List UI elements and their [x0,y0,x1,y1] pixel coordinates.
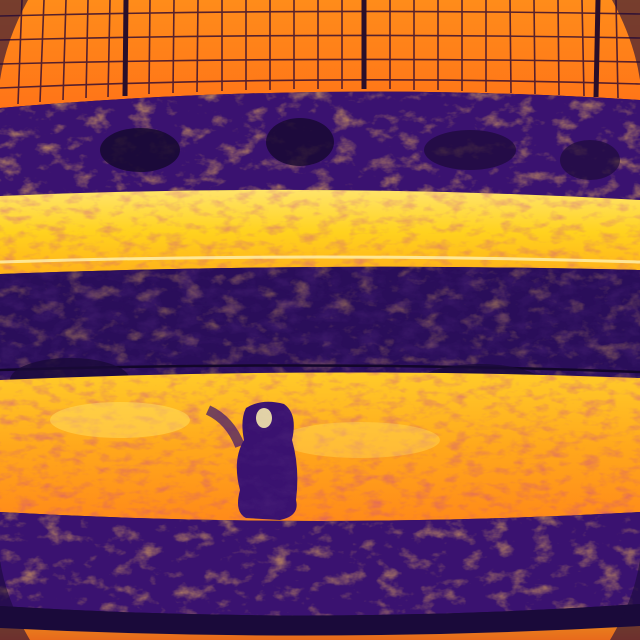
warm-ground-lower [0,372,640,521]
vegetation-band-upper [0,91,640,200]
greenhouse-panels-top [0,0,640,108]
person-figure [205,401,298,520]
vegetation-band-bottom [0,512,640,616]
warm-road-upper [0,189,640,274]
greenhouse-panels-bottom [0,604,640,640]
